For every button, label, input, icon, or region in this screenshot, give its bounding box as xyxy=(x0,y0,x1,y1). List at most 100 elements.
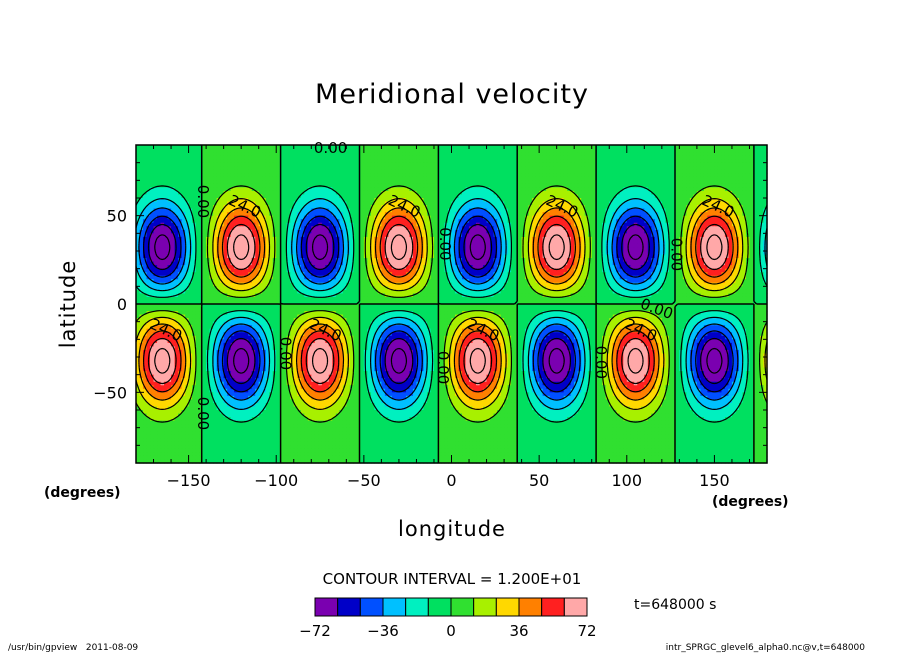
field-cell xyxy=(521,187,526,192)
field-cell xyxy=(412,240,418,245)
field-cell xyxy=(759,159,765,164)
field-cell xyxy=(644,152,649,157)
field-cell xyxy=(395,176,400,181)
field-cell xyxy=(178,148,183,153)
field-cell xyxy=(714,176,719,181)
field-cell xyxy=(458,194,463,199)
field-cell xyxy=(444,201,449,206)
field-cell xyxy=(381,148,386,153)
field-cell xyxy=(493,152,498,157)
field-cell xyxy=(335,162,340,167)
field-cell xyxy=(153,208,158,213)
field-cell xyxy=(469,219,474,224)
field-cell xyxy=(325,155,330,160)
field-cell xyxy=(412,219,418,224)
field-cell xyxy=(668,187,673,192)
field-cell xyxy=(363,169,368,174)
field-cell xyxy=(500,190,505,196)
field-cell xyxy=(486,159,491,164)
field-cell xyxy=(265,201,270,206)
field-cell xyxy=(556,219,561,224)
field-cell xyxy=(591,205,596,210)
field-cell xyxy=(605,173,610,178)
field-cell xyxy=(591,215,596,220)
field-cell xyxy=(153,173,158,178)
field-cell xyxy=(185,155,190,160)
field-cell xyxy=(616,169,621,174)
field-cell xyxy=(150,212,155,217)
field-cell xyxy=(567,159,572,164)
field-cell xyxy=(486,187,491,192)
field-cell xyxy=(623,148,628,153)
field-cell xyxy=(412,180,418,185)
field-cell xyxy=(714,152,719,157)
field-cell xyxy=(665,208,670,213)
field-cell xyxy=(209,219,214,224)
field-cell xyxy=(661,226,666,231)
field-cell xyxy=(325,148,330,153)
field-cell xyxy=(483,152,488,157)
field-cell xyxy=(416,212,421,217)
field-cell xyxy=(742,169,747,174)
field-cell xyxy=(542,229,547,234)
field-cell xyxy=(178,152,183,157)
field-cell xyxy=(686,198,691,203)
field-cell xyxy=(202,159,207,164)
field-cell xyxy=(311,194,316,199)
field-cell xyxy=(763,198,768,203)
field-cell xyxy=(318,169,323,174)
field-cell xyxy=(731,169,737,174)
field-cell xyxy=(686,212,691,217)
field-cell xyxy=(577,169,582,174)
field-cell xyxy=(504,201,509,206)
field-cell xyxy=(349,180,354,185)
field-cell xyxy=(749,229,754,234)
field-cell xyxy=(370,236,375,241)
field-cell xyxy=(500,240,505,245)
field-cell xyxy=(164,212,169,217)
field-cell xyxy=(360,155,365,160)
field-cell xyxy=(542,155,547,160)
field-cell xyxy=(563,187,568,192)
field-cell xyxy=(567,180,572,185)
field-cell xyxy=(230,222,235,227)
field-cell xyxy=(241,208,246,213)
field-cell xyxy=(416,180,421,185)
field-cell xyxy=(486,233,491,238)
field-cell xyxy=(483,173,488,178)
field-cell xyxy=(192,201,197,206)
field-cell xyxy=(651,176,656,181)
field-cell xyxy=(388,159,393,164)
field-cell xyxy=(307,236,312,241)
field-cell xyxy=(682,201,687,206)
field-cell xyxy=(178,173,183,178)
field-cell xyxy=(286,166,291,171)
field-cell xyxy=(237,162,242,167)
field-cell xyxy=(146,166,151,171)
field-cell xyxy=(532,159,537,164)
field-cell xyxy=(756,236,761,241)
field-cell xyxy=(230,166,235,171)
field-cell xyxy=(658,208,663,213)
field-cell xyxy=(584,166,589,171)
field-cell xyxy=(377,176,382,181)
field-cell xyxy=(409,226,414,231)
field-cell xyxy=(265,159,270,164)
field-cell xyxy=(745,219,751,224)
field-cell xyxy=(486,183,491,188)
field-cell xyxy=(335,208,340,213)
field-cell xyxy=(486,180,491,185)
field-cell xyxy=(440,205,446,210)
field-cell xyxy=(763,187,768,192)
field-cell xyxy=(588,183,593,188)
field-cell xyxy=(616,162,621,167)
field-cell xyxy=(241,215,246,220)
field-cell xyxy=(763,212,768,217)
field-cell xyxy=(535,229,540,234)
field-cell xyxy=(654,208,659,213)
field-cell xyxy=(451,222,456,227)
field-cell xyxy=(731,148,737,153)
field-cell xyxy=(150,198,155,203)
field-cell xyxy=(598,187,603,192)
field-cell xyxy=(230,148,235,153)
